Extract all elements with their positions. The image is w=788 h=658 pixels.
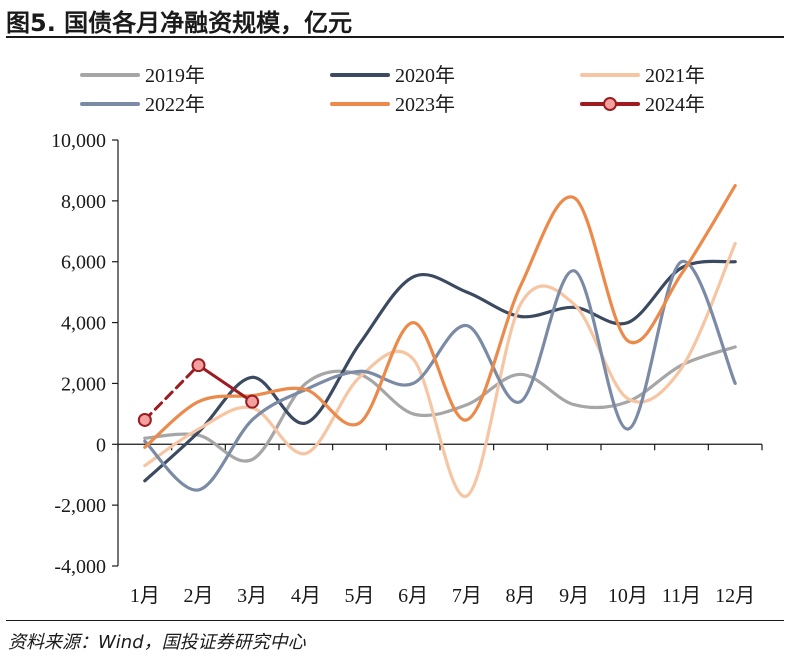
x-tick-label: 11月 (662, 585, 701, 607)
x-tick-label: 6月 (398, 585, 428, 607)
x-tick-label: 9月 (559, 585, 589, 607)
x-tick-label: 7月 (452, 585, 482, 607)
y-tick-label: -2,000 (54, 495, 106, 517)
x-tick-label: 12月 (715, 585, 755, 607)
legend-label: 2022年 (145, 93, 205, 116)
y-tick-label: 8,000 (61, 191, 106, 213)
legend-item: 2023年 (330, 93, 455, 116)
y-axis: -4,000 -2,000 0 2,000 4,000 6,000 8,000 10,000 (51, 130, 119, 578)
series-line (143, 260, 737, 492)
series-line (143, 241, 737, 498)
y-tick-label: 10,000 (51, 130, 106, 152)
legend-item: 2024年 (580, 93, 705, 116)
x-tick-label: 8月 (506, 585, 536, 607)
series-lines (137, 184, 737, 498)
x-tick-label: 5月 (345, 585, 375, 607)
legend-label: 2021年 (645, 64, 705, 87)
y-tick-label: -4,000 (54, 556, 106, 578)
series-marker (191, 358, 206, 373)
x-tick-label: 3月 (237, 585, 267, 607)
series-2020年 (143, 259, 737, 483)
series-2022年 (143, 260, 737, 492)
series-2021年 (143, 241, 737, 498)
legend-label: 2020年 (395, 64, 455, 87)
legend-item: 2021年 (580, 64, 705, 87)
chart-title: 图5. 国债各月净融资规模，亿元 (6, 9, 353, 37)
series-line-segment (143, 363, 200, 422)
title-rule (6, 36, 784, 38)
legend-item: 2020年 (330, 64, 455, 87)
y-tick-label: 6,000 (61, 252, 106, 274)
series-line (143, 184, 737, 449)
series-marker (245, 394, 260, 409)
legend-label: 2023年 (395, 93, 455, 116)
legend-item: 2022年 (80, 93, 205, 116)
source-rule (6, 620, 784, 621)
legend-marker (603, 97, 617, 111)
legend: 2019年 2020年 2021年 2022年 2023年 2024年 (80, 64, 705, 116)
legend-item: 2019年 (80, 64, 205, 87)
source-note: 资料来源：Wind，国投证券研究中心 (8, 632, 306, 653)
series-2024年 (137, 358, 260, 427)
x-tick-label: 2月 (184, 585, 214, 607)
series-marker (137, 412, 152, 427)
series-2023年 (143, 184, 737, 449)
legend-label: 2024年 (645, 93, 705, 116)
x-tick-label: 1月 (130, 585, 160, 607)
x-tick-label: 4月 (291, 585, 321, 607)
series-line (143, 259, 737, 483)
y-tick-label: 2,000 (61, 373, 106, 395)
legend-label: 2019年 (145, 64, 205, 87)
y-tick-label: 4,000 (61, 313, 106, 335)
x-axis: 1月 2月 3月 4月 5月 6月 7月 8月 9月 10月 11月 12月 (117, 443, 763, 607)
y-tick-label: 0 (96, 434, 106, 456)
x-tick-label: 10月 (608, 585, 648, 607)
